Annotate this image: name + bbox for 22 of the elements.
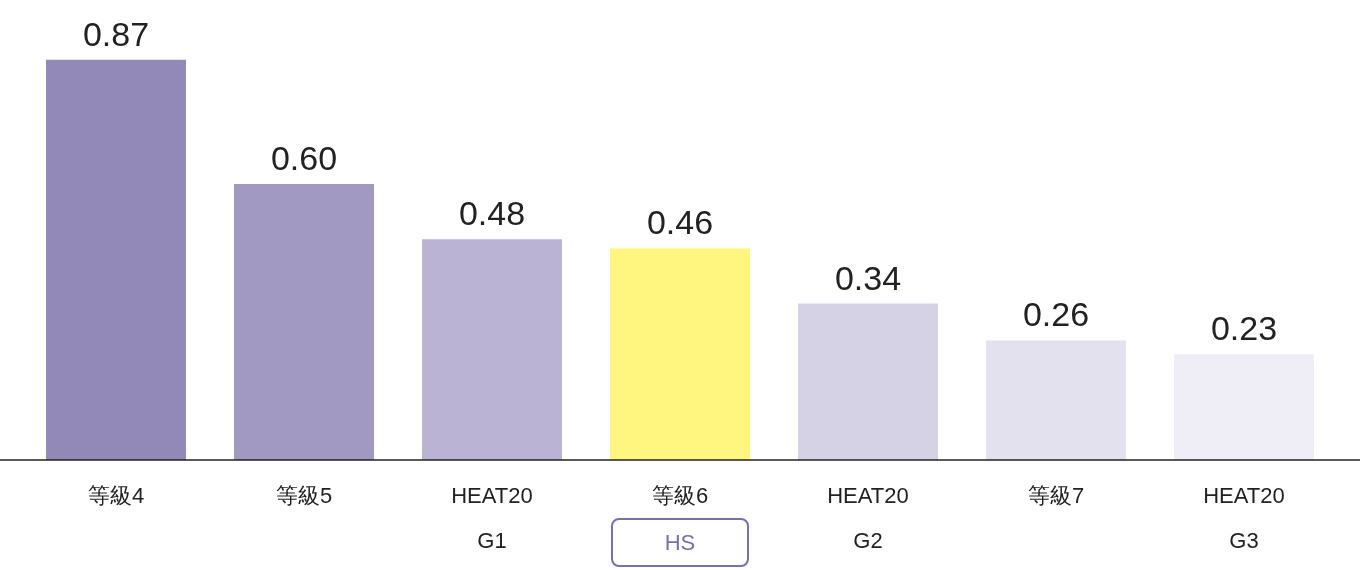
bar [1174,354,1314,460]
x-tick-label: 等級4 [87,483,145,508]
text: HS [664,529,696,555]
data-label: 0.26 [1022,295,1090,334]
data-label: 0.34 [834,258,902,297]
x-tick-label: 等級5 [275,483,333,508]
bar [798,303,938,460]
bar [986,340,1126,460]
data-label: 0.48 [458,194,526,233]
bar [234,184,374,460]
x-tick-label: 等級7 [1027,483,1085,508]
data-label: 0.60 [270,139,338,177]
x-tick-label: HEAT20 G2 [827,483,909,553]
data-label: 0.23 [1210,309,1278,348]
x-tick-label: HEAT20 G3 [1203,483,1285,553]
bar [46,59,186,460]
data-label: 0.46 [646,203,714,242]
data-label: 0.87 [82,14,150,53]
bar [610,248,750,460]
x-tick-label: 等級6 [651,483,709,508]
x-tick-label: HEAT20 G1 [451,483,533,553]
bar [422,239,562,460]
